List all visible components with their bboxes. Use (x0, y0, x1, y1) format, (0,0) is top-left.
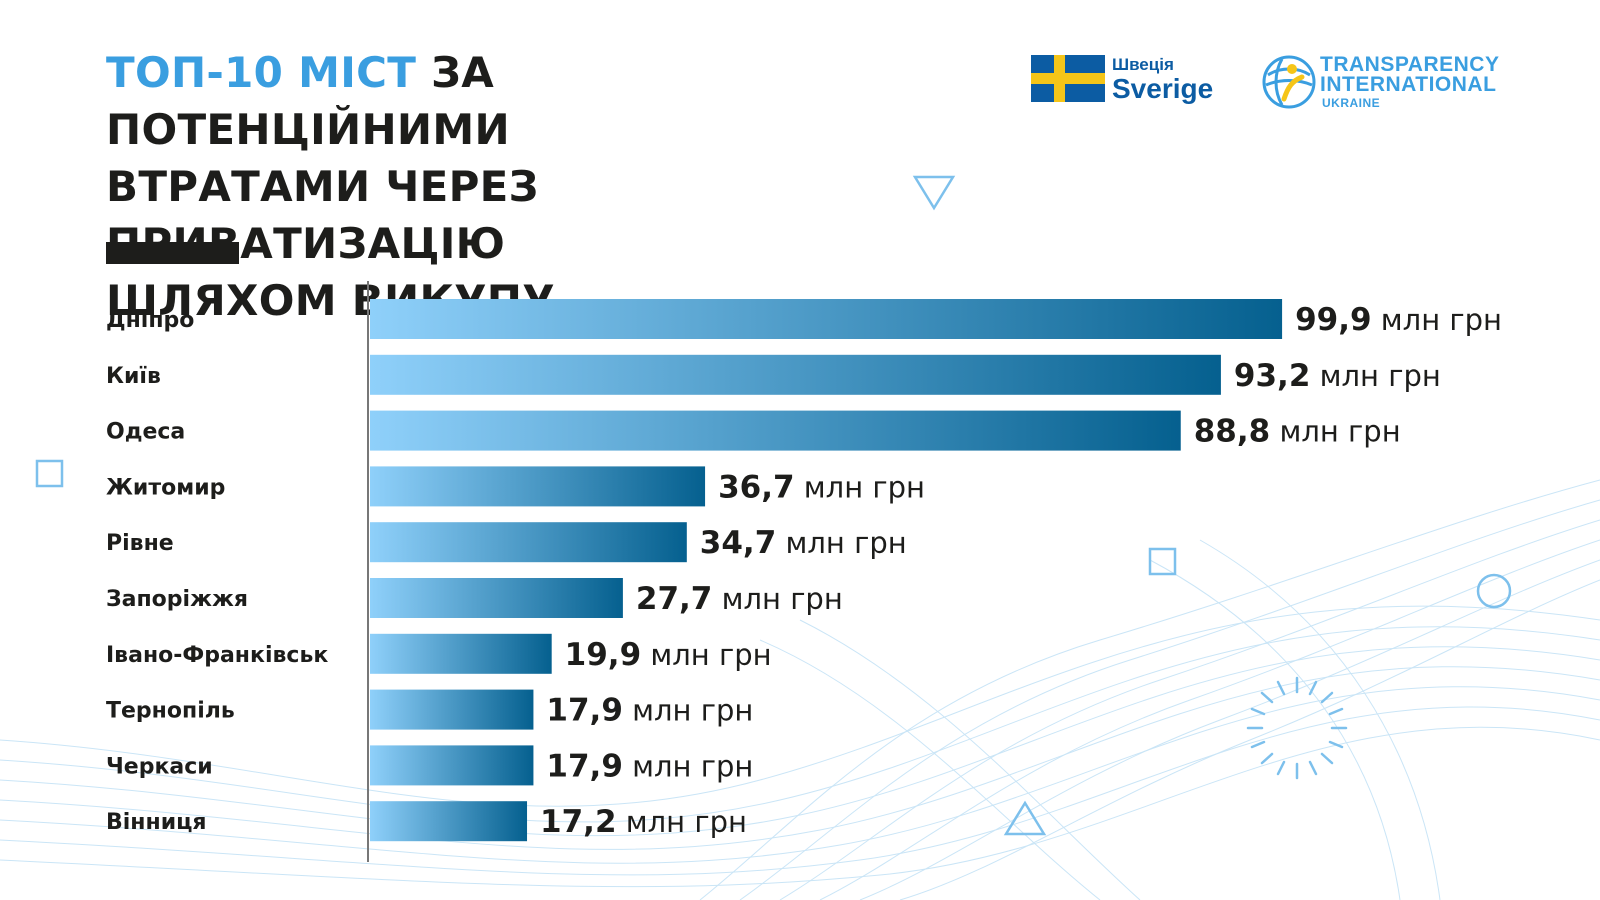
category-label: Дніпро (106, 308, 194, 333)
ti-globe-icon (1262, 55, 1316, 109)
bar (370, 801, 528, 842)
ti-logo-line3: UKRAINE (1322, 96, 1381, 110)
sweden-logo-big-text: Sverige (1112, 73, 1214, 104)
bar (370, 633, 552, 674)
bar (370, 466, 706, 507)
category-label: Київ (106, 364, 161, 389)
value-label: 34,7 млн грн (700, 525, 907, 561)
category-label: Черкаси (106, 754, 213, 779)
value-label: 36,7 млн грн (718, 469, 925, 505)
page-title: ТОП-10 МІСТ ЗА ПОТЕНЦІЙНИМИ ВТРАТАМИ ЧЕР… (106, 44, 906, 329)
sweden-logo: Швеція Sverige (1031, 55, 1221, 115)
value-label: 17,9 млн грн (546, 693, 753, 729)
value-label: 88,8 млн грн (1194, 414, 1401, 450)
swedish-flag-icon (1031, 55, 1105, 102)
category-label: Вінниця (106, 810, 207, 835)
bar (370, 354, 1221, 395)
title-highlight: ТОП-10 МІСТ (106, 48, 417, 97)
value-label: 17,9 млн грн (546, 748, 753, 784)
transparency-international-logo: TRANSPARENCY INTERNATIONAL UKRAINE (1262, 53, 1512, 113)
category-label: Житомир (106, 475, 225, 500)
bar (370, 689, 534, 730)
category-label: Тернопіль (106, 699, 235, 724)
value-label: 17,2 млн грн (540, 804, 747, 840)
value-label: 27,7 млн грн (636, 581, 843, 617)
bar (370, 299, 1283, 339)
category-label: Івано-Франківськ (106, 643, 328, 668)
ti-logo-line2: INTERNATIONAL (1320, 73, 1497, 96)
value-label: 99,9 млн грн (1295, 302, 1502, 338)
bar (370, 578, 623, 618)
title-underline-bar (106, 242, 239, 264)
sweden-logo-small-text: Швеція (1112, 55, 1174, 74)
bar (370, 522, 687, 563)
category-label: Рівне (106, 531, 174, 556)
bar (370, 410, 1181, 451)
bar (370, 745, 534, 786)
value-label: 19,9 млн грн (565, 637, 772, 673)
category-label: Одеса (106, 420, 185, 445)
title-line1-rest: ЗА ПОТЕНЦІЙНИМИ (106, 48, 510, 154)
ti-logo-line1: TRANSPARENCY (1320, 53, 1500, 76)
category-label: Запоріжжя (106, 587, 248, 612)
value-label: 93,2 млн грн (1234, 358, 1441, 394)
